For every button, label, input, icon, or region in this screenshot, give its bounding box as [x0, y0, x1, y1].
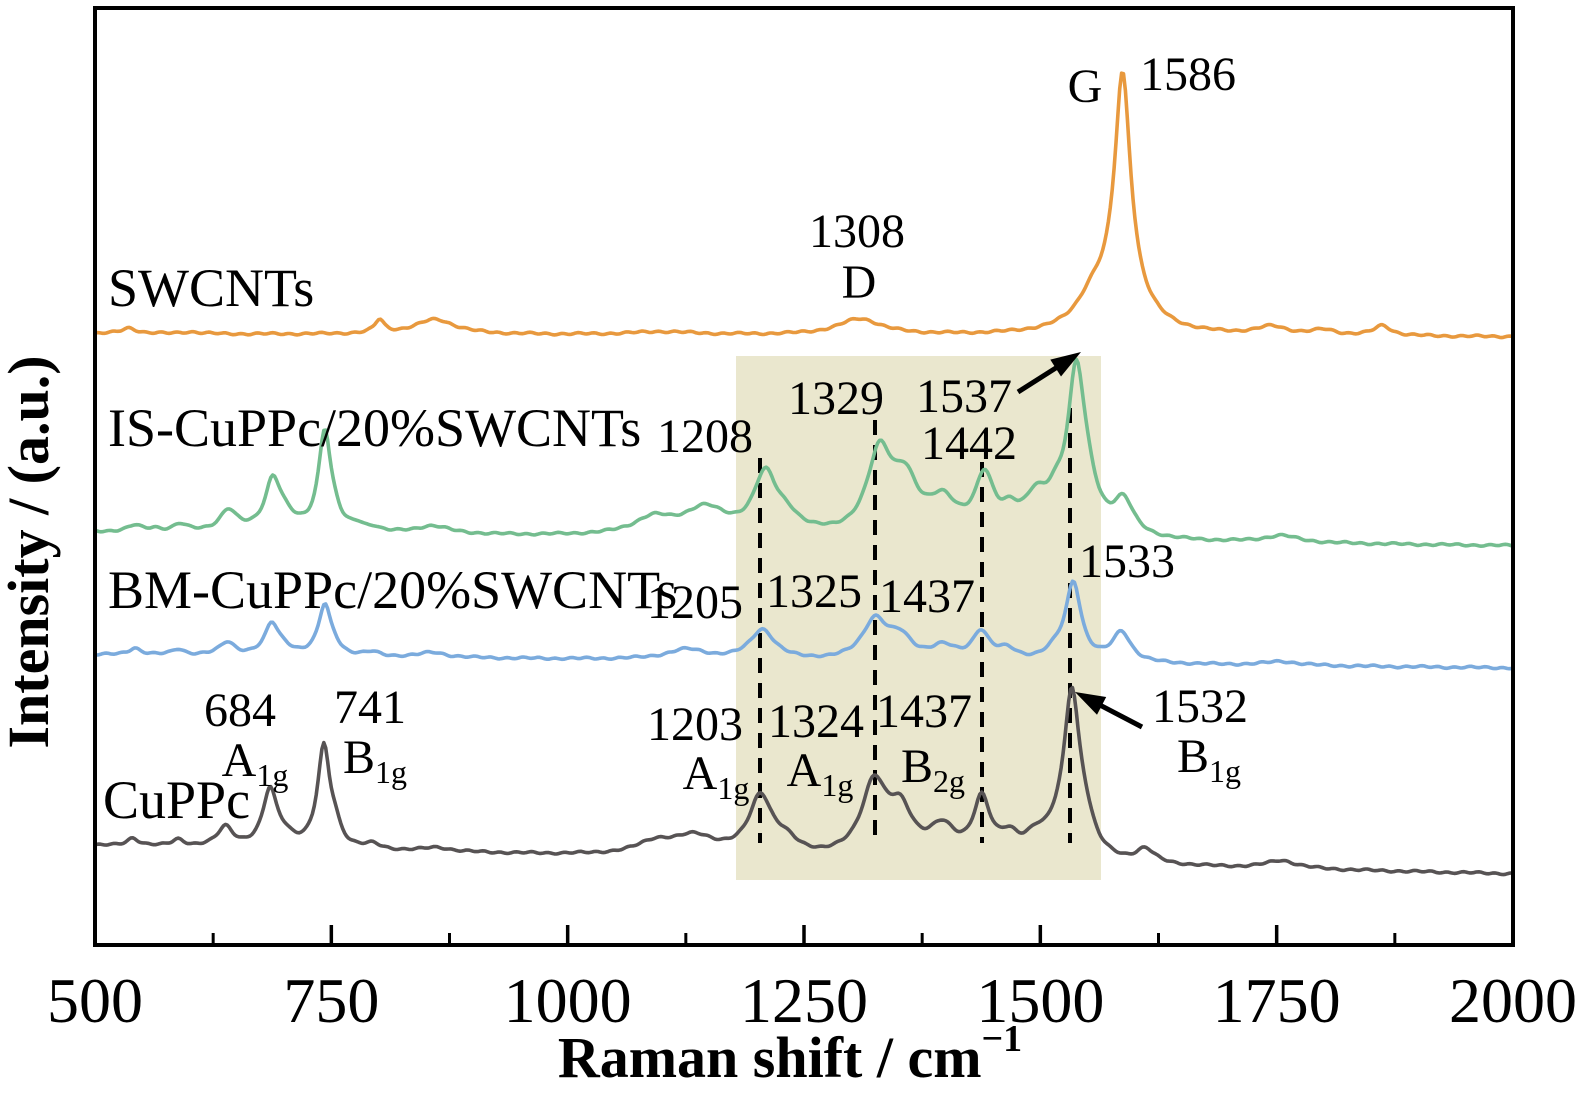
peak-annotation-1442-7: 1442 — [921, 417, 1017, 470]
spectrum-curve-is-cuppc-20-swcnts — [93, 357, 1515, 548]
spectrum-curve-swcnts — [93, 71, 1515, 340]
peak-annotation-d-1: D — [842, 256, 877, 309]
dashed-guides-layer — [758, 408, 1072, 843]
x-tick-label-1250: 1250 — [740, 965, 868, 1036]
series-label-cuppc: CuPPc — [103, 770, 250, 830]
annotations-layer: SWCNTs IS-CuPPc/20%SWCNTs BM-CuPPc/20%SWCN… — [103, 48, 1248, 830]
series-label-is-cuppc-20-swcnts: IS-CuPPc/20%SWCNTs — [108, 398, 641, 458]
peak-annotation-1329-5: 1329 — [788, 372, 884, 425]
peak-annotation-1203-12: 1203 — [647, 698, 743, 751]
peak-annotation-684-15: 684 — [204, 684, 276, 737]
peak-annotation-1324-13: 1324 — [768, 695, 864, 748]
peak-annotation-1437-14: 1437 — [876, 685, 972, 738]
mode-label-a1g-0: A1g — [222, 734, 289, 793]
peak-annotation-1437-10: 1437 — [879, 570, 975, 623]
peak-annotation-1208-4: 1208 — [657, 410, 753, 463]
peak-annotation-1205-8: 1205 — [647, 576, 743, 629]
peak-annotation-1586-3: 1586 — [1140, 48, 1236, 101]
spectrum-curve-cuppc — [93, 685, 1515, 877]
peak-annotation-1532-17: 1532 — [1152, 680, 1248, 733]
x-axis-title: Raman shift / cm−1 — [558, 1018, 1022, 1090]
peak-annotation-741-16: 741 — [334, 681, 406, 734]
series-label-bm-cuppc-20-swcnts: BM-CuPPc/20%SWCNTs — [108, 560, 677, 620]
arrow-to-1532-peak-head — [1075, 692, 1107, 715]
arrow-to-1532-peak-shaft — [1096, 701, 1144, 730]
peak-annotation-1533-11: 1533 — [1079, 535, 1175, 588]
peak-annotation-g-2: G — [1068, 60, 1103, 113]
x-tick-label-1000: 1000 — [504, 965, 632, 1036]
x-tick-label-2000: 2000 — [1449, 965, 1577, 1036]
x-tick-label-500: 500 — [47, 965, 143, 1036]
y-axis-title: Intensity / (a.u.) — [0, 355, 61, 748]
highlight-band-layer — [736, 356, 1101, 880]
spectra-curves-layer — [93, 71, 1515, 877]
mode-label-a1g-2: A1g — [683, 747, 750, 806]
x-tick-label-1750: 1750 — [1213, 965, 1341, 1036]
spectrum-curve-bm-cuppc-20-swcnts — [93, 579, 1515, 671]
mode-label-b1g-5: B1g — [1177, 730, 1241, 789]
x-tick-label-1500: 1500 — [976, 965, 1104, 1036]
arrows-layer — [1016, 352, 1144, 730]
mode-label-b1g-1: B1g — [343, 731, 407, 790]
peak-annotation-1537-6: 1537 — [916, 370, 1012, 423]
arrow-to-1537-peak-head — [1050, 352, 1081, 377]
series-label-swcnts: SWCNTs — [108, 258, 314, 318]
arrow-to-1537-peak-shaft — [1016, 363, 1061, 395]
plot-frame — [93, 6, 1515, 947]
peak-annotation-1325-9: 1325 — [766, 565, 862, 618]
mode-label-b2g-4: B2g — [901, 740, 965, 799]
x-tick-label-750: 750 — [283, 965, 379, 1036]
highlight-band — [736, 356, 1101, 880]
axes-frame-layer — [93, 6, 1515, 947]
peak-annotation-1308-0: 1308 — [809, 205, 905, 258]
axis-ticks-layer: 500 750 1000 1250 1500 1750 2000 — [47, 925, 1577, 1036]
mode-label-a1g-3: A1g — [787, 744, 854, 803]
